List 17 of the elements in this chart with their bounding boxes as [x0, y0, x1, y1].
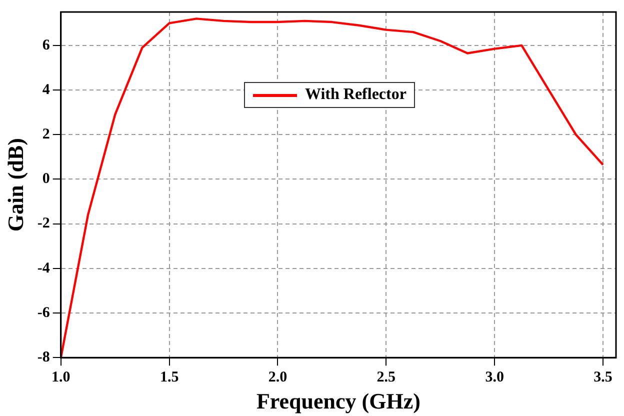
y-tick-label: 0	[42, 171, 50, 188]
x-tick-label: 3.5	[594, 369, 612, 386]
y-tick-label: -2	[37, 216, 50, 232]
x-tick-label: 2.0	[268, 369, 288, 386]
y-tick-label: 6	[42, 37, 50, 54]
legend-label: With Reflector	[305, 86, 406, 104]
x-tick-label: 3.0	[485, 369, 504, 386]
y-tick-label: -6	[37, 304, 50, 321]
x-tick-label: 1.0	[52, 369, 70, 386]
x-axis-title: Frequency (GHz)	[256, 388, 420, 414]
y-axis-title: Gain (dB)	[2, 138, 28, 232]
y-tick-label: -8	[37, 349, 50, 366]
x-tick-label: 2.5	[376, 369, 396, 386]
y-tick-label: 2	[42, 126, 50, 143]
y-tick-label: -4	[37, 260, 50, 276]
x-tick-label: 1.5	[160, 369, 179, 386]
y-tick-label: 4	[42, 82, 50, 98]
